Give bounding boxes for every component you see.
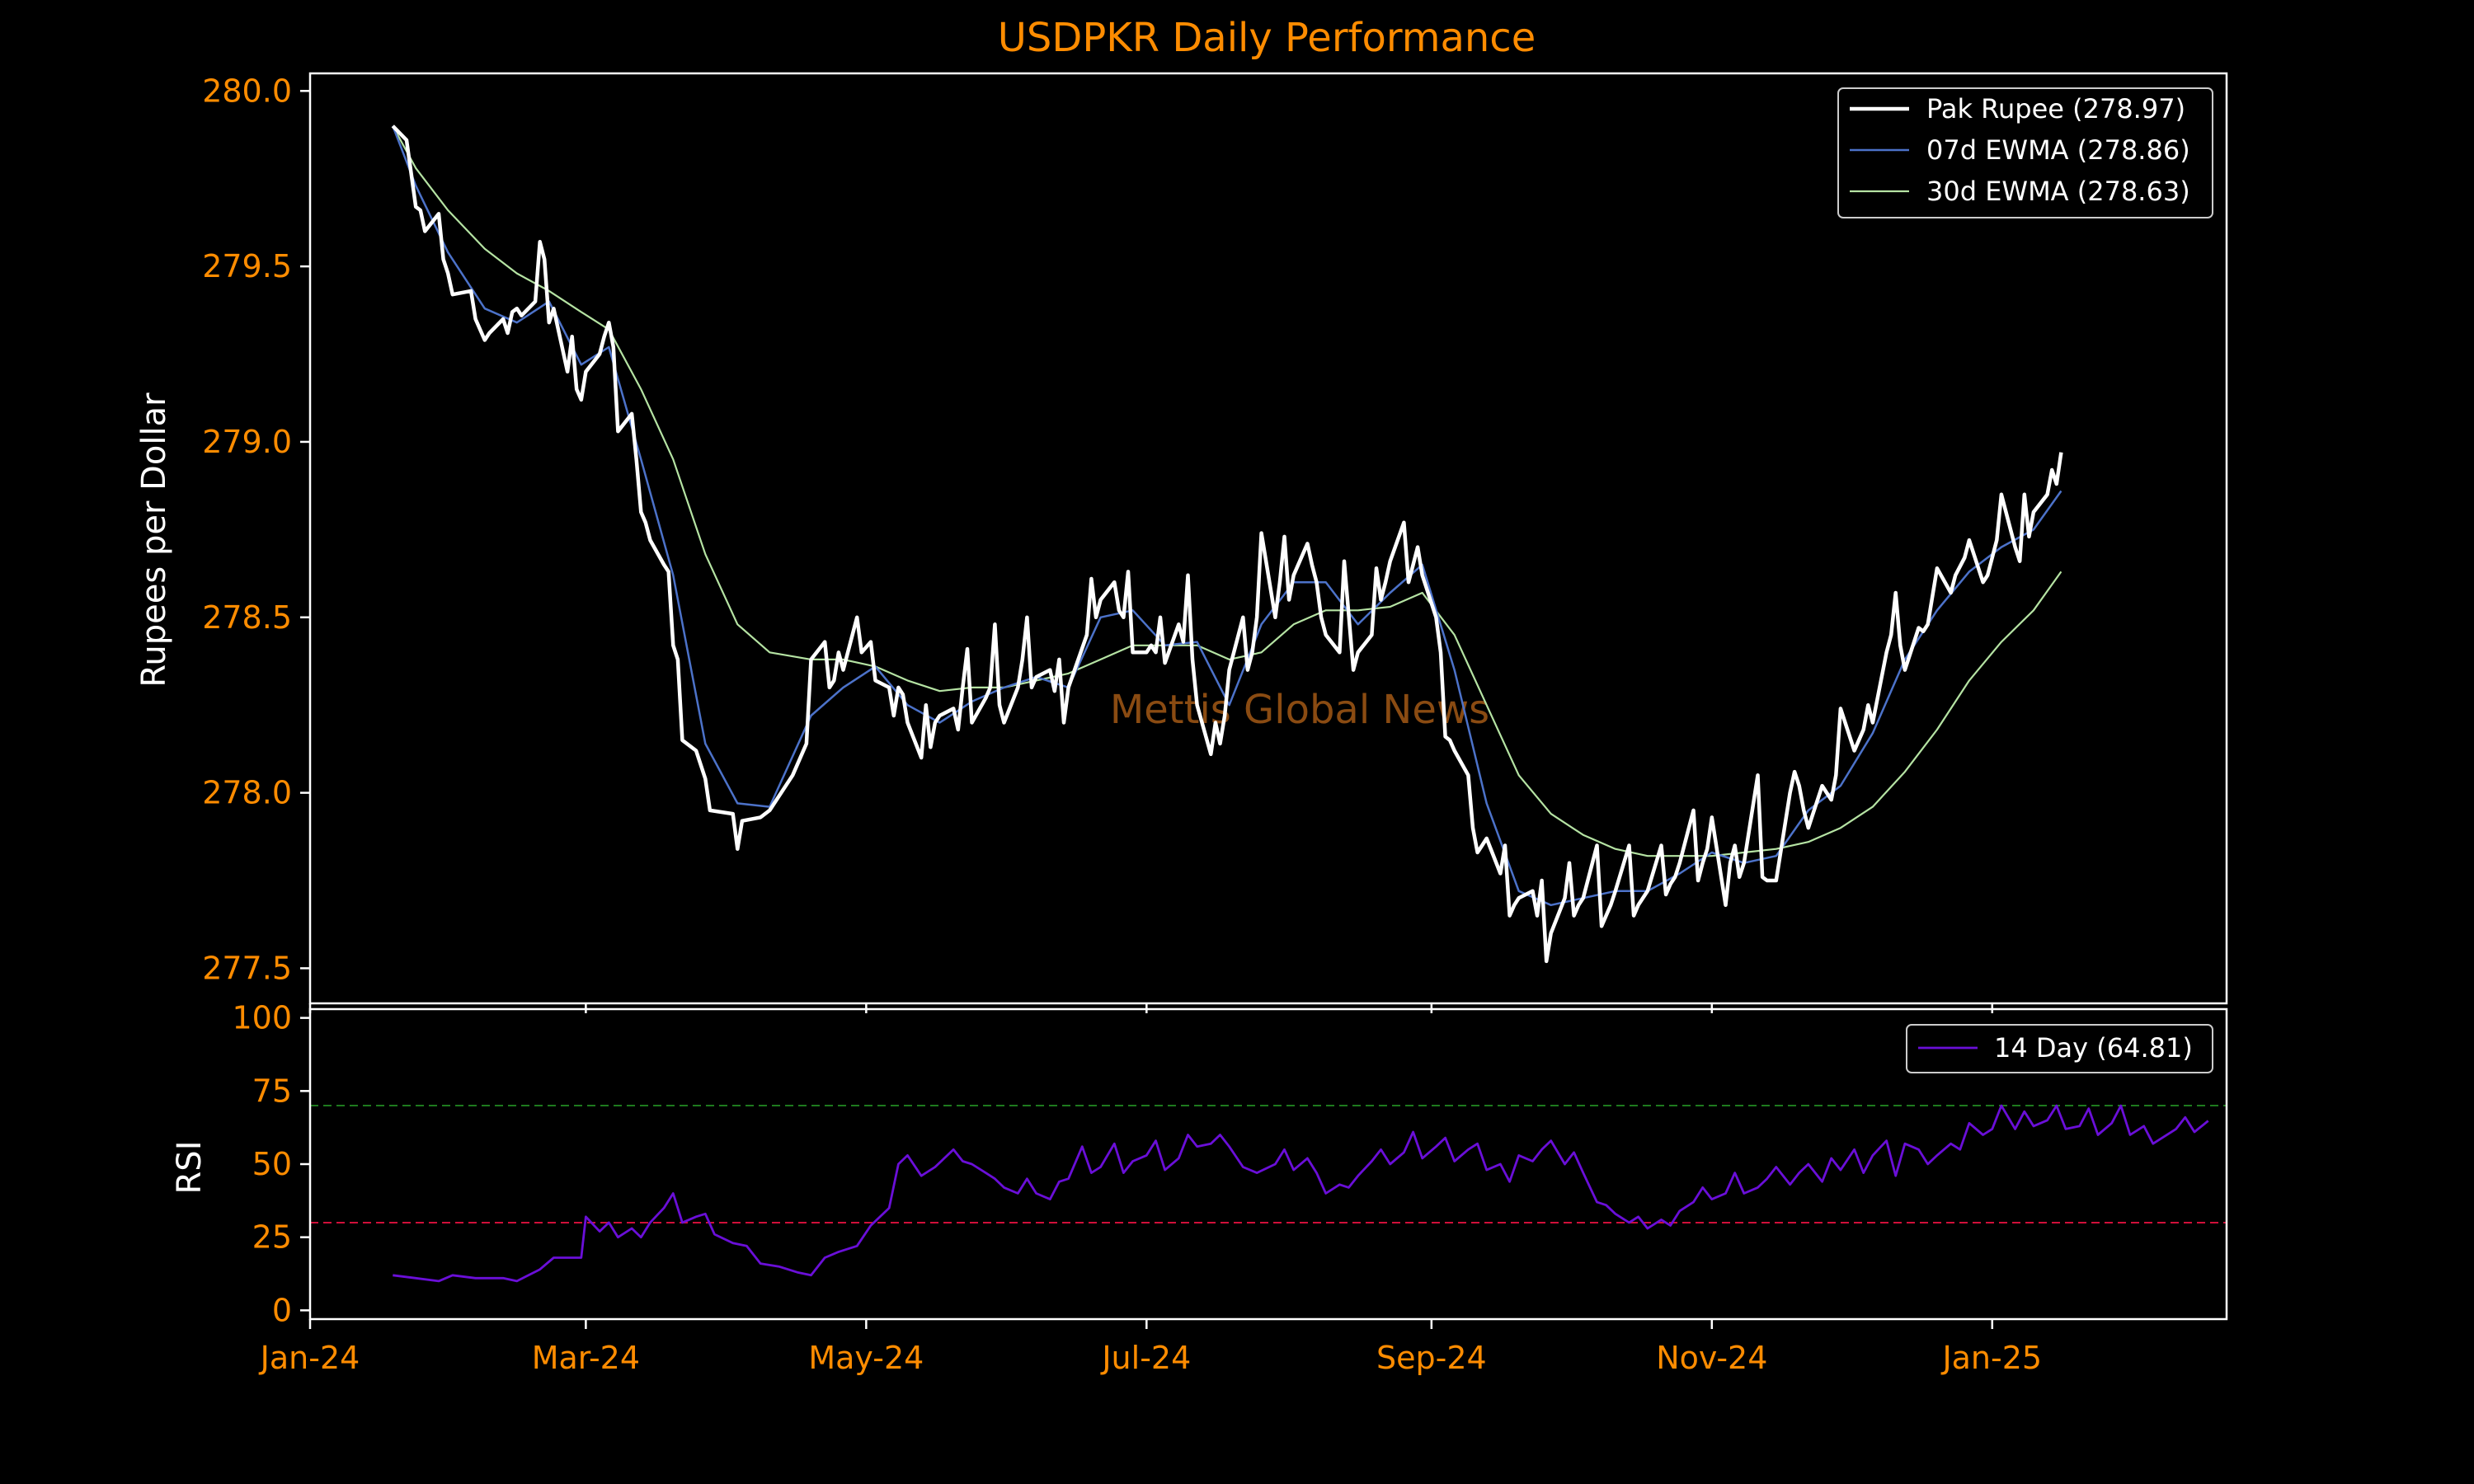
price-series-line	[391, 124, 2063, 964]
rsi-ytick-label: 100	[232, 1000, 292, 1036]
price-legend-label: 07d EWMA (278.86)	[1926, 134, 2190, 166]
price-plot-frame	[308, 72, 2228, 1005]
rsi-series-line	[393, 1104, 2209, 1283]
rsi-ytick-label: 50	[252, 1146, 292, 1182]
price-ytick-label: 278.5	[202, 599, 292, 636]
xtick-label: May-24	[808, 1340, 924, 1376]
rsi-legend: 14 Day (64.81)	[1906, 1024, 2213, 1073]
rsi-ytick-label: 0	[272, 1292, 292, 1328]
xtick-label: Jan-25	[1940, 1340, 2042, 1376]
ewma-07d-line	[392, 125, 2062, 907]
rsi-ylabel: RSI	[171, 1141, 209, 1195]
rsi-legend-label: 14 Day (64.81)	[1994, 1032, 2193, 1064]
price-legend-box	[1837, 87, 2213, 218]
rsi-panel: RSI 0 25 50 75 100 14 Day (64.81)	[171, 1000, 2228, 1328]
xtick-label: Mar-24	[532, 1340, 640, 1376]
rsi-legend-box	[1906, 1024, 2213, 1073]
xtick-label: Nov-24	[1656, 1340, 1767, 1376]
price-legend-label: Pak Rupee (278.97)	[1926, 93, 2185, 124]
watermark: Mettis Global News	[1110, 687, 1489, 733]
price-ytick-label: 279.5	[202, 248, 292, 284]
chart-title: USDPKR Daily Performance	[998, 15, 1536, 61]
price-ytick-label: 278.0	[202, 775, 292, 811]
price-legend: Pak Rupee (278.97) 07d EWMA (278.86) 30d E…	[1837, 87, 2213, 218]
rsi-ytick-label: 75	[252, 1073, 292, 1109]
price-axis-ticks: 277.5 278.0 278.5 279.0 279.5 280.0	[202, 73, 310, 986]
price-series-lines	[391, 124, 2063, 964]
xtick-label: Jan-24	[259, 1340, 360, 1376]
rsi-reference-lines	[310, 1105, 2227, 1223]
price-ytick-label: 280.0	[202, 73, 292, 109]
price-ytick-label: 279.0	[202, 424, 292, 460]
price-panel: Rupees per Dollar Mettis Global News 277…	[135, 72, 2228, 1005]
rsi-series-lines	[393, 1104, 2209, 1283]
xtick-label: Jul-24	[1100, 1340, 1191, 1376]
ewma-30d-line	[392, 125, 2062, 857]
price-legend-label: 30d EWMA (278.63)	[1926, 176, 2190, 207]
rsi-axis-ticks: 0 25 50 75 100	[232, 1000, 310, 1328]
price-ytick-label: 277.5	[202, 950, 292, 986]
rsi-ytick-label: 25	[252, 1219, 292, 1256]
date-axis-ticks: Jan-24 Mar-24 May-24 Jul-24 Sep-24 Nov-24 Jan-…	[259, 1003, 2042, 1376]
rsi-plot-frame	[308, 1007, 2228, 1321]
price-ylabel: Rupees per Dollar	[135, 392, 173, 688]
xtick-label: Sep-24	[1376, 1340, 1487, 1376]
